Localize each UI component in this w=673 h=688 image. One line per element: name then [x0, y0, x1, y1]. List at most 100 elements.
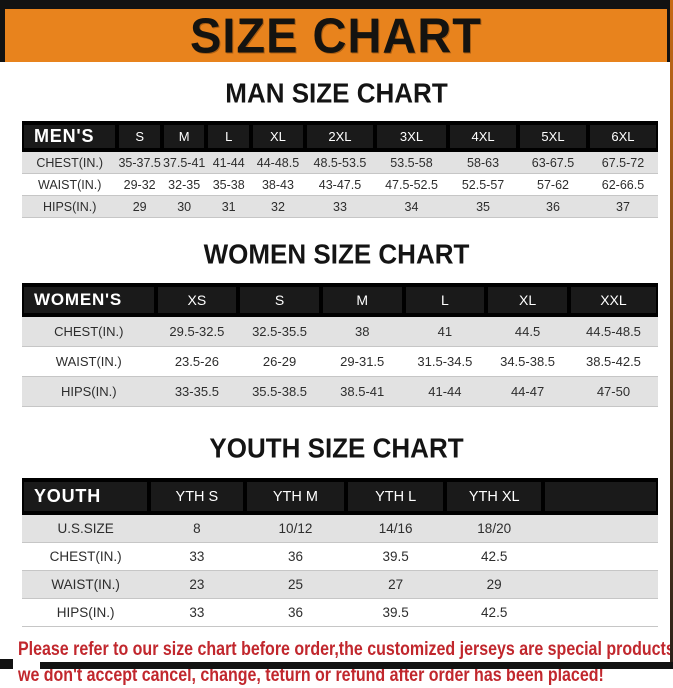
- row-label: CHEST(IN.): [22, 151, 118, 174]
- size-value-cell: 38.5-41: [320, 376, 404, 407]
- size-value-cell: 31: [206, 195, 251, 218]
- table-header-row: YOUTH YTH S YTH M YTH L YTH XL: [22, 478, 658, 515]
- size-value-cell: 34.5-38.5: [486, 346, 569, 377]
- row-label: CHEST(IN.): [22, 542, 150, 571]
- size-value-cell: 48.5-53.5: [304, 151, 375, 174]
- size-value-cell: 44.5-48.5: [568, 316, 658, 347]
- size-table: MEN'S S M L XL 2XL 3XL 4XL 5XL 6XL CHEST(IN.) 35-37…: [22, 121, 658, 218]
- size-column-header: M: [320, 283, 404, 317]
- table-row: U.S.SIZE 8 10/12 14/16 18/20: [22, 514, 658, 543]
- spacer-cell: [543, 542, 658, 571]
- right-edge-strip: [670, 0, 673, 669]
- size-value-cell: 32: [250, 195, 305, 218]
- size-value-cell: 29.5-32.5: [155, 316, 239, 347]
- size-value-cell: 36: [244, 598, 347, 627]
- size-value-cell: 41-44: [206, 151, 251, 174]
- table-title-cell: WOMEN'S: [22, 283, 156, 317]
- size-column-header: L: [206, 121, 251, 152]
- table-header-row: MEN'S S M L XL 2XL 3XL 4XL 5XL 6XL: [22, 121, 658, 152]
- size-table: WOMEN'S XS S M L XL XXL CHEST(IN.) 29.5-32.5 32.5…: [22, 283, 658, 407]
- size-column-header: 2XL: [304, 121, 375, 152]
- table-title-cell: YOUTH: [22, 478, 150, 515]
- size-value-cell: 35.5-38.5: [238, 376, 321, 407]
- size-value-cell: 23.5-26: [155, 346, 239, 377]
- size-value-cell: 31.5-34.5: [403, 346, 487, 377]
- size-value-cell: 41-44: [403, 376, 487, 407]
- size-value-cell: 52.5-57: [448, 173, 519, 196]
- bottom-black-bar-right: [40, 662, 673, 669]
- size-value-cell: 33: [149, 598, 245, 627]
- size-value-cell: 33-35.5: [155, 376, 239, 407]
- size-column-header: XL: [250, 121, 305, 152]
- size-value-cell: 29-32: [117, 173, 162, 196]
- size-value-cell: 41: [403, 316, 487, 347]
- row-label: WAIST(IN.): [22, 570, 150, 599]
- table-row: WAIST(IN.) 23.5-26 26-29 29-31.5 31.5-34.5 34…: [22, 346, 658, 377]
- content-area: MAN SIZE CHART MEN'S S M L XL 2XL 3XL 4XL 5XL 6XL…: [0, 62, 673, 688]
- size-value-cell: 36: [518, 195, 588, 218]
- size-value-cell: 32.5-35.5: [238, 316, 321, 347]
- men-size-table: MEN'S S M L XL 2XL 3XL 4XL 5XL 6XL CHEST(IN.) 35-37…: [0, 121, 673, 218]
- size-value-cell: 37: [587, 195, 658, 218]
- size-column-header: YTH L: [346, 478, 445, 515]
- size-value-cell: 62-66.5: [587, 173, 658, 196]
- spacer-cell: [543, 598, 658, 627]
- size-column-header: YTH S: [149, 478, 245, 515]
- size-value-cell: 32-35: [161, 173, 207, 196]
- size-column-header: L: [403, 283, 487, 317]
- size-column-header: XXL: [568, 283, 658, 317]
- size-value-cell: 35: [448, 195, 519, 218]
- table-row: WAIST(IN.) 23 25 27 29: [22, 570, 658, 599]
- row-label: WAIST(IN.): [22, 346, 156, 377]
- section-heading-man: MAN SIZE CHART: [225, 76, 448, 110]
- size-column-header: 6XL: [587, 121, 658, 152]
- size-value-cell: 8: [149, 514, 245, 543]
- size-value-cell: 18/20: [444, 514, 544, 543]
- bottom-black-bar-left: [0, 659, 13, 669]
- size-column-header: 3XL: [374, 121, 449, 152]
- spacer-cell: [543, 514, 658, 543]
- size-value-cell: 26-29: [238, 346, 321, 377]
- spacer-cell: [543, 478, 658, 515]
- size-column-header: YTH XL: [444, 478, 544, 515]
- size-value-cell: 33: [149, 542, 245, 571]
- table-row: WAIST(IN.) 29-32 32-35 35-38 38-43 43-47.5 47.…: [22, 173, 658, 196]
- size-value-cell: 36: [244, 542, 347, 571]
- size-value-cell: 33: [304, 195, 375, 218]
- size-column-header: S: [238, 283, 321, 317]
- size-value-cell: 42.5: [444, 598, 544, 627]
- row-label: HIPS(IN.): [22, 598, 150, 627]
- size-value-cell: 10/12: [244, 514, 347, 543]
- table-row: HIPS(IN.) 33-35.5 35.5-38.5 38.5-41 41-44 44-…: [22, 376, 658, 407]
- size-column-header: M: [161, 121, 207, 152]
- size-value-cell: 29-31.5: [320, 346, 404, 377]
- row-label: WAIST(IN.): [22, 173, 118, 196]
- size-value-cell: 43-47.5: [304, 173, 375, 196]
- row-label: HIPS(IN.): [22, 376, 156, 407]
- size-column-header: YTH M: [244, 478, 347, 515]
- size-value-cell: 35-37.5: [117, 151, 162, 174]
- size-value-cell: 39.5: [346, 542, 445, 571]
- size-value-cell: 38.5-42.5: [568, 346, 658, 377]
- size-value-cell: 42.5: [444, 542, 544, 571]
- size-table: YOUTH YTH S YTH M YTH L YTH XL U.S.SIZE 8 10/12…: [22, 478, 658, 627]
- size-value-cell: 53.5-58: [374, 151, 449, 174]
- size-column-header: XL: [486, 283, 569, 317]
- size-value-cell: 29: [444, 570, 544, 599]
- section-heading-youth: YOUTH SIZE CHART: [209, 431, 464, 465]
- size-value-cell: 44-48.5: [250, 151, 305, 174]
- size-value-cell: 29: [117, 195, 162, 218]
- women-size-table: WOMEN'S XS S M L XL XXL CHEST(IN.) 29.5-32.5 32.5…: [0, 283, 673, 407]
- spacer-cell: [543, 570, 658, 599]
- section-heading-women: WOMEN SIZE CHART: [203, 237, 470, 271]
- table-title-cell: MEN'S: [22, 121, 118, 152]
- size-value-cell: 44-47: [486, 376, 569, 407]
- size-value-cell: 30: [161, 195, 207, 218]
- size-value-cell: 67.5-72: [587, 151, 658, 174]
- size-value-cell: 38: [320, 316, 404, 347]
- row-label: U.S.SIZE: [22, 514, 150, 543]
- size-value-cell: 47.5-52.5: [374, 173, 449, 196]
- size-column-header: S: [117, 121, 162, 152]
- size-value-cell: 34: [374, 195, 449, 218]
- table-row: CHEST(IN.) 33 36 39.5 42.5: [22, 542, 658, 571]
